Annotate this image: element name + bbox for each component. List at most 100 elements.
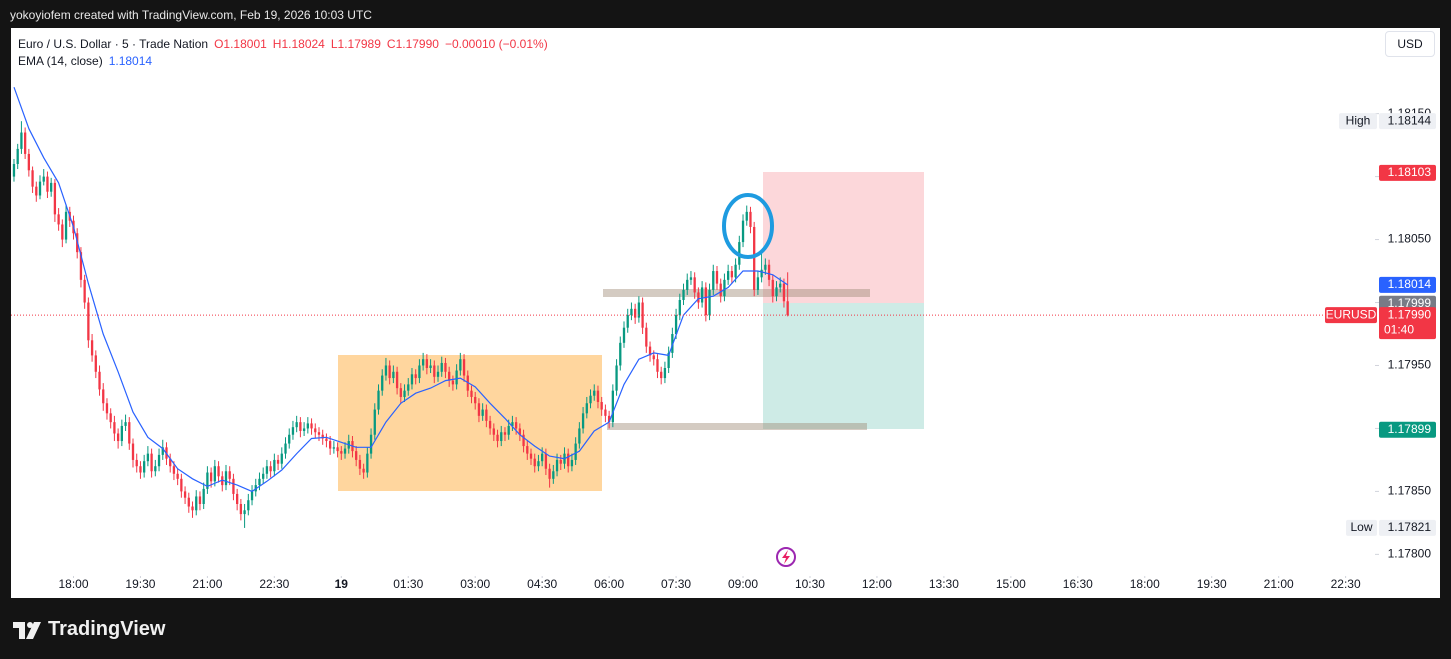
candle-body	[53, 182, 57, 215]
candle-body	[154, 466, 157, 472]
candle-body	[399, 388, 402, 397]
candle-body	[384, 365, 388, 376]
candle-body	[418, 365, 421, 379]
candle-body	[176, 473, 179, 479]
candle-body	[239, 504, 243, 515]
y-tick-label: 1.17850	[1388, 484, 1432, 498]
candle-body	[749, 211, 752, 227]
price-tag-box	[1379, 519, 1436, 536]
x-tick-label: 19:30	[1197, 577, 1227, 591]
highlight-circle	[722, 193, 774, 259]
x-tick-label: 22:30	[1331, 577, 1361, 591]
candle-body	[578, 428, 581, 444]
x-tick-label: 10:30	[795, 577, 825, 591]
x-tick-label: 07:30	[661, 577, 691, 591]
price-tag-countdown: 01:40	[1384, 322, 1414, 336]
candle-body	[12, 164, 16, 177]
candle-body	[667, 352, 670, 368]
candle-body	[615, 365, 618, 391]
candle-body	[436, 371, 440, 377]
candle-body	[511, 422, 514, 426]
price-tag-label: High	[1346, 113, 1371, 127]
ohlc-high: H1.18024	[272, 37, 325, 51]
candle-body	[503, 432, 507, 435]
candle-body	[291, 427, 295, 435]
candle-body	[373, 409, 376, 435]
candle-body	[265, 466, 269, 474]
candle-body	[120, 425, 123, 442]
candle-body	[381, 375, 384, 391]
candle-body	[206, 472, 209, 489]
candle-body	[180, 478, 183, 492]
price-tag-box	[1379, 276, 1436, 293]
candle-body	[295, 422, 298, 428]
indicator-name: EMA (14, close)	[18, 54, 103, 68]
candle-body	[306, 423, 309, 429]
currency-button[interactable]: USD	[1385, 31, 1435, 57]
price-tag-box	[1379, 421, 1436, 438]
candle-body	[302, 428, 306, 431]
candle-body	[708, 289, 711, 316]
candle-body	[191, 506, 194, 511]
candle-body	[42, 176, 45, 182]
candle-body	[470, 390, 473, 397]
candle-body	[202, 488, 205, 504]
candle-body	[332, 447, 336, 449]
x-tick-label: 22:30	[259, 577, 289, 591]
price-tag-box	[1379, 164, 1436, 181]
ohlc-low: L1.17989	[330, 37, 381, 51]
candle-body	[753, 226, 756, 290]
candle-body	[474, 396, 477, 404]
candle-body	[276, 459, 280, 464]
price-tag-value: 1.18144	[1388, 113, 1432, 127]
candle-body	[392, 371, 395, 379]
price-tag: 1.18014	[1379, 276, 1436, 293]
range-box	[338, 355, 602, 491]
y-tick-label: 1.18050	[1388, 232, 1432, 246]
candle-body	[98, 371, 101, 390]
ohlc-change: −0.00010 (−0.01%)	[444, 37, 548, 51]
candle-body	[128, 422, 131, 444]
candle-body	[340, 451, 343, 454]
candle-body	[135, 459, 138, 467]
candle-body	[596, 390, 600, 402]
candle-body	[195, 496, 198, 511]
x-tick-label: 09:00	[728, 577, 758, 591]
candle-body	[429, 365, 432, 368]
candle-body	[139, 466, 142, 473]
candle-body	[526, 446, 529, 454]
candle-body	[611, 390, 614, 423]
candle-body	[488, 420, 492, 429]
candle-body	[678, 300, 681, 316]
price-tag-value: 1.18014	[1388, 277, 1432, 291]
snapshot-caption: yokoyiofem created with TradingView.com,…	[10, 8, 372, 22]
x-tick-label: 19	[335, 577, 349, 591]
candle-body	[57, 214, 60, 225]
candle-body	[414, 374, 417, 379]
candle-body	[645, 327, 648, 347]
x-tick-label: 06:00	[594, 577, 624, 591]
candle-body	[622, 327, 626, 343]
candle-body	[704, 287, 707, 316]
candle-body	[567, 453, 570, 467]
indicator-value: 1.18014	[108, 54, 153, 68]
candle-body	[232, 478, 235, 494]
candle-body	[637, 302, 641, 318]
candle-body	[157, 454, 161, 467]
candle-body	[403, 390, 406, 397]
candle-body	[496, 434, 499, 442]
candle-body	[764, 264, 767, 270]
candle-body	[250, 491, 254, 501]
target-zone	[763, 303, 924, 429]
price-tag: 1.17899	[1379, 421, 1436, 438]
candle-body	[83, 279, 86, 303]
candle-body	[217, 466, 220, 477]
candle-body	[269, 466, 272, 472]
candle-body	[634, 308, 637, 318]
candle-body	[626, 315, 629, 328]
candle-body	[559, 459, 562, 464]
candle-body	[369, 434, 373, 454]
candle-body	[541, 453, 544, 462]
candle-body	[500, 432, 503, 442]
candle-body	[619, 342, 622, 366]
